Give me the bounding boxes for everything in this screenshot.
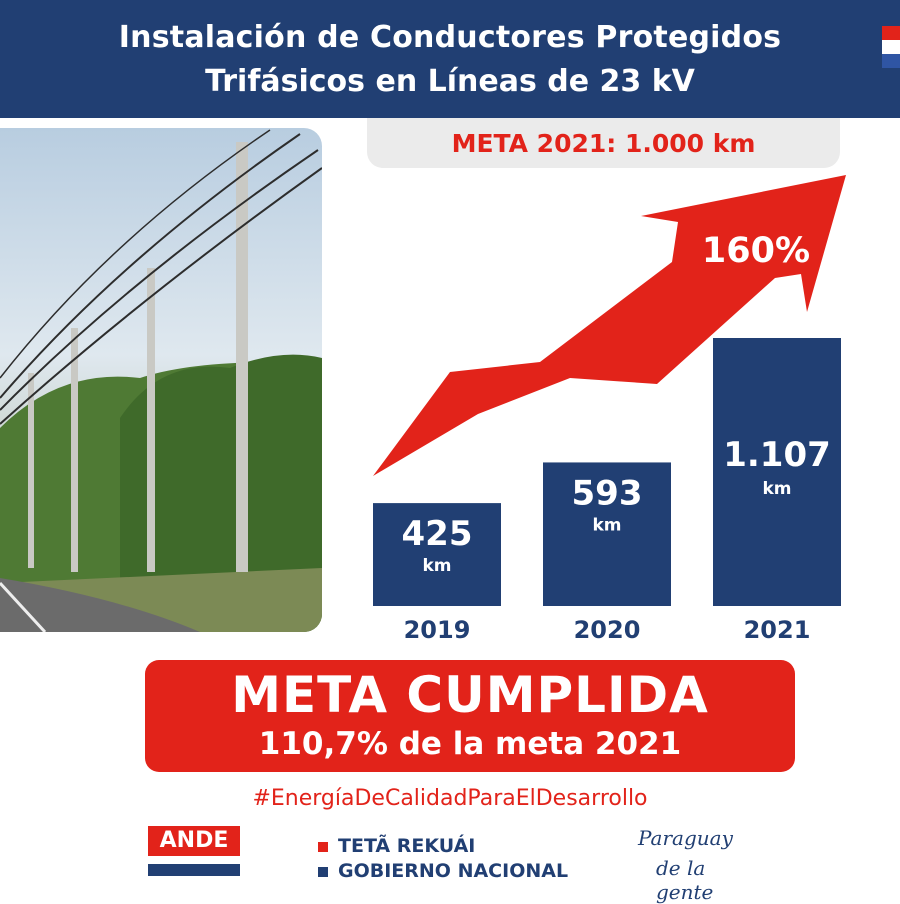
bar-2020 [543,462,671,606]
bar-unit-label: km [422,556,451,576]
category-label: 2019 [404,616,471,644]
blue-square-icon [318,866,328,877]
ande-logo-text: ANDE [148,826,240,856]
brand-line2: de la gente [656,856,714,904]
bar-value-label: 593 [572,473,643,513]
gov-line2: GOBIERNO NACIONAL [338,860,569,882]
category-label: 2021 [744,616,811,644]
paraguay-flag-icon [882,26,900,68]
hashtag: #EnergíaDeCalidadParaElDesarrollo [252,786,648,811]
brand-line1: Paraguay [638,826,733,850]
growth-label: 160% [702,231,810,271]
header-banner: Instalación de Conductores Protegidos Tr… [0,0,900,118]
bar-2019 [373,503,501,606]
goal-achieved-subline: 110,7% de la meta 2021 [258,726,682,762]
government-logo: TETÃ REKUÁI GOBIERNO NACIONAL [318,834,568,884]
bar-unit-label: km [762,479,791,499]
page-title-line1: Instalación de Conductores Protegidos [118,20,782,55]
category-label: 2020 [574,616,641,644]
ande-logo: ANDE [148,826,240,878]
red-square-icon [318,841,328,852]
bar-value-label: 1.107 [723,435,831,475]
page-title-line2: Trifásicos en Líneas de 23 kV [205,64,695,99]
power-lines-photo [0,128,322,632]
growth-arrow-icon [373,175,846,476]
bar-2021 [713,338,841,606]
gov-line1: TETÃ REKUÁI [338,835,476,857]
goal-achieved-banner: META CUMPLIDA 110,7% de la meta 2021 [145,660,795,772]
goal-achieved-headline: META CUMPLIDA [231,666,709,724]
bar-unit-label: km [592,515,621,535]
bar-chart: 160% 425 km 2019 593 km 2020 1.107 km 2021 [330,170,870,654]
paraguay-brand-logo: Paraguay de la gente [628,826,768,904]
bar-value-label: 425 [402,514,473,554]
goal-label: META 2021: 1.000 km [367,118,840,168]
